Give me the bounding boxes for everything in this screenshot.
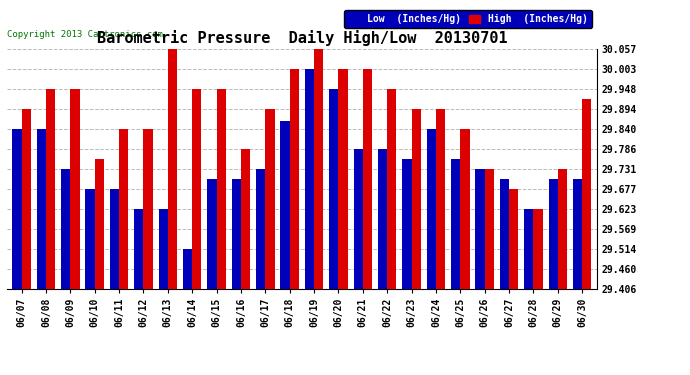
Bar [110,189,119,289]
Bar [232,179,241,289]
Bar [290,69,299,289]
Bar [500,179,509,289]
Bar [207,179,217,289]
Bar [558,169,567,289]
Bar [582,99,591,289]
Bar [217,89,226,289]
Bar [95,159,104,289]
Bar [183,249,193,289]
Bar [484,169,494,289]
Bar [86,189,95,289]
Bar [37,129,46,289]
Bar [256,169,266,289]
Text: Copyright 2013 Cartronics.com: Copyright 2013 Cartronics.com [7,30,163,39]
Bar [119,129,128,289]
Bar [168,49,177,289]
Bar [353,148,363,289]
Bar [411,109,421,289]
Bar [144,129,152,289]
Bar [533,209,543,289]
Bar [46,89,55,289]
Bar [387,89,397,289]
Bar [70,89,79,289]
Bar [573,179,582,289]
Bar [61,169,70,289]
Bar [21,109,31,289]
Bar [426,129,436,289]
Bar [193,89,201,289]
Bar [451,159,460,289]
Legend: Low  (Inches/Hg), High  (Inches/Hg): Low (Inches/Hg), High (Inches/Hg) [344,10,592,28]
Bar [475,169,484,289]
Bar [509,189,518,289]
Bar [460,129,470,289]
Bar [134,209,144,289]
Bar [378,148,387,289]
Bar [549,179,558,289]
Title: Barometric Pressure  Daily High/Low  20130701: Barometric Pressure Daily High/Low 20130… [97,30,507,46]
Bar [338,69,348,289]
Bar [266,109,275,289]
Bar [436,109,445,289]
Bar [329,89,338,289]
Bar [159,209,168,289]
Bar [241,148,250,289]
Bar [12,129,21,289]
Bar [305,69,314,289]
Bar [363,69,372,289]
Bar [524,209,533,289]
Bar [402,159,411,289]
Bar [280,121,290,289]
Bar [314,49,324,289]
